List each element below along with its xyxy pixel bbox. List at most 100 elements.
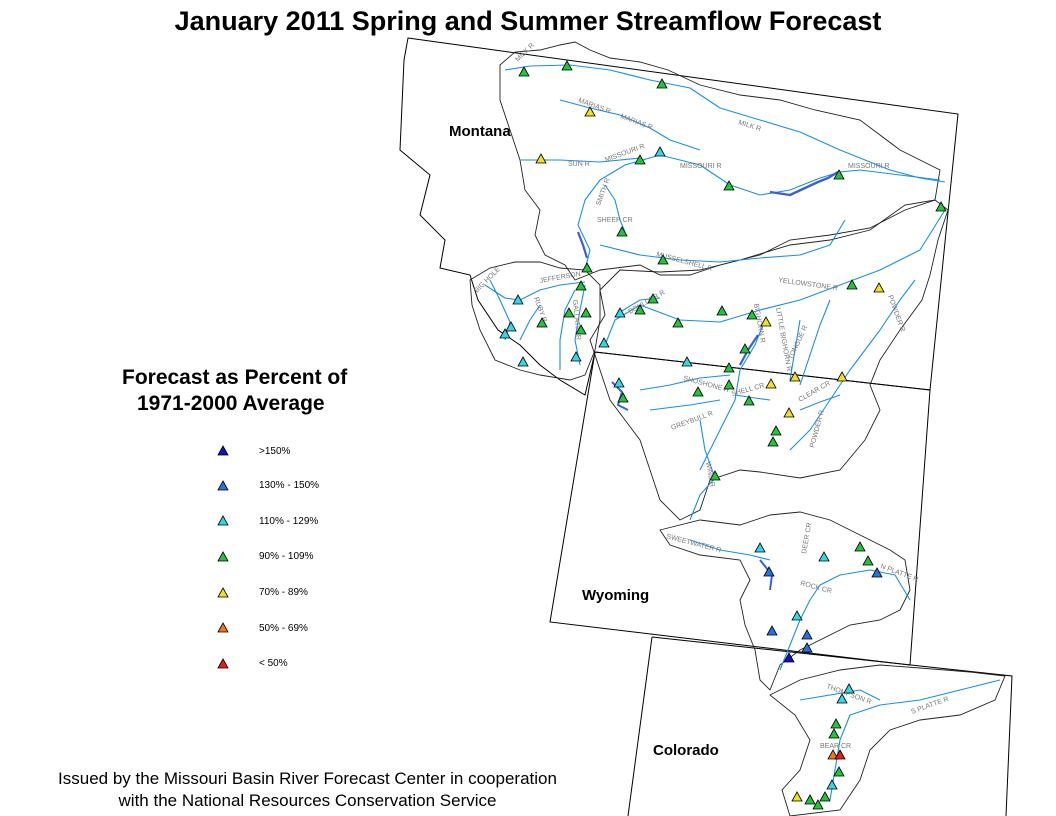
forecast-marker[interactable] — [854, 541, 866, 552]
forecast-marker[interactable] — [846, 279, 858, 290]
forecast-marker[interactable] — [833, 169, 845, 180]
forecast-marker[interactable] — [575, 280, 587, 291]
forecast-marker[interactable] — [836, 693, 848, 704]
north-platte-river — [779, 569, 911, 671]
forecast-marker[interactable] — [843, 683, 855, 694]
forecast-marker[interactable] — [681, 356, 693, 367]
forecast-markers — [499, 60, 947, 810]
forecast-marker[interactable] — [517, 356, 529, 367]
forecast-marker[interactable] — [723, 379, 735, 390]
marias-river — [559, 99, 701, 151]
forecast-marker[interactable] — [561, 60, 573, 71]
forecast-marker[interactable] — [616, 226, 628, 237]
forecast-marker[interactable] — [812, 799, 824, 810]
forecast-marker[interactable] — [613, 377, 625, 388]
forecast-marker[interactable] — [709, 470, 721, 481]
forecast-marker[interactable] — [634, 154, 646, 165]
forecast-marker[interactable] — [634, 304, 646, 315]
basin-boundaries — [469, 41, 1006, 816]
forecast-marker[interactable] — [804, 794, 816, 805]
forecast-marker[interactable] — [765, 378, 777, 389]
forecast-marker[interactable] — [723, 180, 735, 191]
forecast-marker[interactable] — [743, 395, 755, 406]
river-label: SWEETWATER R — [665, 533, 721, 554]
forecast-marker[interactable] — [656, 78, 668, 89]
forecast-marker[interactable] — [505, 321, 517, 332]
forecast-marker[interactable] — [871, 567, 883, 578]
forecast-marker[interactable] — [581, 262, 593, 273]
legend-label: 110% - 129% — [259, 516, 319, 527]
forecast-marker[interactable] — [563, 307, 575, 318]
forecast-marker[interactable] — [657, 254, 669, 265]
forecast-marker[interactable] — [766, 625, 778, 636]
forecast-marker[interactable] — [770, 425, 782, 436]
legend-symbol — [217, 551, 229, 562]
south-platte-river — [829, 679, 1001, 801]
forecast-marker[interactable] — [830, 718, 842, 729]
missouri-main — [599, 154, 941, 196]
forecast-marker[interactable] — [767, 436, 779, 447]
forecast-marker[interactable] — [826, 779, 838, 790]
forecast-marker[interactable] — [580, 307, 592, 318]
forecast-marker[interactable] — [801, 642, 813, 653]
river-label: GALLATIN R — [571, 300, 581, 341]
forecast-marker[interactable] — [584, 106, 596, 117]
forecast-marker[interactable] — [873, 282, 885, 293]
forecast-marker[interactable] — [818, 551, 830, 562]
forecast-marker[interactable] — [819, 791, 831, 802]
forecast-marker[interactable] — [834, 749, 846, 760]
river-label: GREYBULL R — [670, 410, 714, 432]
shoshone-river — [639, 374, 731, 391]
river-label: YELLOWSTONE R — [778, 277, 839, 292]
forecast-marker[interactable] — [827, 749, 839, 760]
forecast-marker[interactable] — [783, 407, 795, 418]
river-label: SHEEP CR — [597, 217, 633, 224]
musselshell-river — [599, 219, 846, 263]
clear-creek — [799, 394, 841, 411]
forecast-marker[interactable] — [512, 294, 524, 305]
gallatin-river — [574, 284, 586, 366]
forecast-marker[interactable] — [692, 386, 704, 397]
forecast-marker[interactable] — [935, 201, 947, 212]
legend-label: 50% - 69% — [259, 623, 308, 634]
jefferson-river — [484, 281, 586, 301]
forecast-marker[interactable] — [760, 316, 772, 327]
forecast-marker[interactable] — [754, 542, 766, 553]
forecast-marker[interactable] — [746, 309, 758, 320]
forecast-marker[interactable] — [862, 555, 874, 566]
smith-river — [604, 184, 626, 233]
forecast-marker[interactable] — [801, 629, 813, 640]
montana-boundary — [399, 37, 959, 396]
forecast-marker[interactable] — [654, 146, 666, 157]
forecast-marker[interactable] — [598, 337, 610, 348]
forecast-marker[interactable] — [716, 305, 728, 316]
river-label: SUN R — [568, 161, 590, 168]
forecast-marker[interactable] — [536, 317, 548, 328]
jefferson-gallatin-basin — [469, 261, 601, 381]
forecast-marker[interactable] — [518, 66, 530, 77]
forecast-marker[interactable] — [535, 153, 547, 164]
forecast-marker[interactable] — [647, 293, 659, 304]
forecast-marker[interactable] — [791, 610, 803, 621]
forecast-marker[interactable] — [828, 728, 840, 739]
forecast-marker[interactable] — [763, 566, 775, 577]
forecast-marker[interactable] — [723, 362, 735, 373]
forecast-marker[interactable] — [614, 307, 626, 318]
forecast-marker[interactable] — [836, 371, 848, 382]
river-label: LITTLE BIGHORN R — [774, 307, 792, 372]
forecast-marker[interactable] — [499, 328, 511, 339]
forecast-marker[interactable] — [833, 766, 845, 777]
forecast-marker[interactable] — [672, 317, 684, 328]
legend-title-line2: 1971-2000 Average — [137, 392, 325, 415]
forecast-marker[interactable] — [575, 324, 587, 335]
forecast-marker[interactable] — [570, 351, 582, 362]
forecast-marker[interactable] — [739, 343, 751, 354]
legend-symbols — [217, 445, 229, 669]
legend-title-line1: Forecast as Percent of — [122, 366, 348, 389]
forecast-marker[interactable] — [617, 392, 629, 403]
state-label-wyoming: Wyoming — [582, 587, 650, 604]
forecast-marker[interactable] — [783, 652, 795, 663]
forecast-marker[interactable] — [789, 371, 801, 382]
forecast-marker[interactable] — [791, 791, 803, 802]
